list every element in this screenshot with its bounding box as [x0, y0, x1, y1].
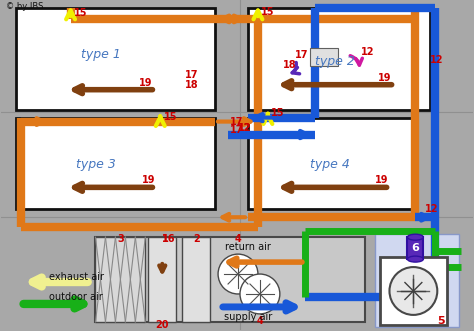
- Bar: [310, 48, 337, 66]
- Ellipse shape: [408, 234, 423, 240]
- Text: return air: return air: [225, 242, 271, 252]
- Text: 19: 19: [138, 78, 152, 88]
- Text: 17: 17: [185, 70, 199, 80]
- Text: 12: 12: [238, 122, 252, 132]
- Bar: [182, 237, 210, 322]
- Text: 15: 15: [261, 7, 274, 17]
- Bar: [408, 237, 423, 259]
- Text: 5: 5: [438, 316, 445, 326]
- Circle shape: [240, 274, 280, 314]
- Text: type 3: type 3: [75, 158, 116, 171]
- Text: type 2: type 2: [315, 55, 355, 68]
- Bar: [248, 118, 415, 209]
- Text: 18: 18: [283, 60, 297, 70]
- Ellipse shape: [408, 256, 423, 262]
- Text: 6: 6: [411, 243, 419, 253]
- Circle shape: [218, 254, 258, 294]
- Text: © by IBS: © by IBS: [6, 2, 43, 12]
- Text: 12: 12: [425, 204, 438, 214]
- Text: type 1: type 1: [81, 48, 120, 61]
- Text: 16: 16: [162, 234, 175, 244]
- Text: 20: 20: [155, 320, 169, 330]
- Text: 19: 19: [378, 73, 391, 83]
- Text: exhaust air: exhaust air: [49, 272, 104, 282]
- Text: 4: 4: [235, 234, 241, 244]
- Text: 12: 12: [361, 47, 374, 57]
- FancyArrowPatch shape: [350, 56, 362, 65]
- Text: 17: 17: [230, 124, 244, 134]
- Text: type 4: type 4: [310, 158, 350, 171]
- Text: 3: 3: [117, 234, 124, 244]
- Bar: [16, 118, 215, 209]
- Text: 15: 15: [271, 108, 284, 118]
- Text: 12: 12: [238, 122, 252, 132]
- Bar: [148, 237, 176, 322]
- Text: 17: 17: [295, 50, 309, 60]
- Text: 2: 2: [193, 234, 200, 244]
- Text: 15: 15: [74, 8, 87, 18]
- FancyArrowPatch shape: [292, 63, 300, 74]
- Bar: [95, 237, 146, 322]
- Text: 1: 1: [162, 234, 169, 244]
- Text: 18: 18: [185, 80, 199, 90]
- Bar: [380, 257, 447, 325]
- Bar: [95, 237, 365, 322]
- Circle shape: [390, 267, 438, 315]
- Bar: [248, 8, 430, 110]
- Text: 4: 4: [256, 316, 263, 326]
- Text: 17: 17: [230, 117, 244, 126]
- Text: supply air: supply air: [224, 312, 272, 322]
- Text: 15: 15: [164, 112, 177, 121]
- Text: 19: 19: [142, 175, 155, 185]
- Text: outdoor air: outdoor air: [49, 292, 102, 302]
- Text: 19: 19: [375, 175, 388, 185]
- Text: 12: 12: [429, 55, 443, 65]
- Bar: [16, 8, 215, 110]
- Bar: [374, 234, 459, 327]
